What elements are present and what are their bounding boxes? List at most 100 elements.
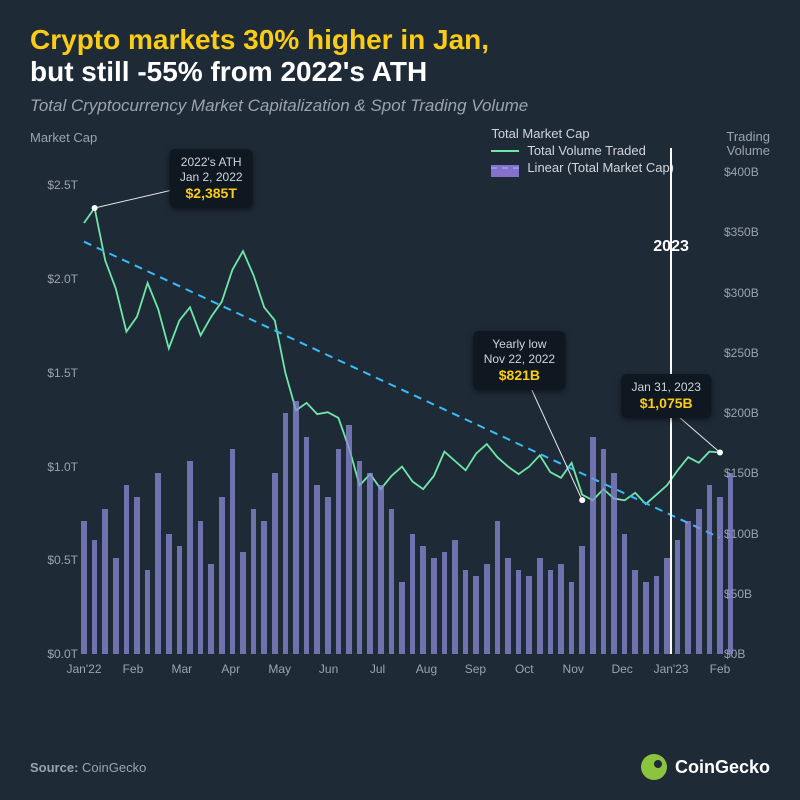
ytick-left: $0.5T <box>30 553 78 567</box>
volume-bar <box>431 558 437 654</box>
volume-bar <box>230 449 236 654</box>
volume-bar <box>219 497 225 654</box>
volume-bar <box>134 497 140 654</box>
volume-bar <box>685 521 691 654</box>
volume-bar <box>632 570 638 654</box>
subtitle: Total Cryptocurrency Market Capitalizati… <box>30 96 770 116</box>
headline-line-1: Crypto markets 30% higher in Jan, <box>30 24 770 56</box>
volume-bar <box>293 401 299 654</box>
footer: Source: CoinGecko CoinGecko <box>30 754 770 780</box>
ytick-left: $2.0T <box>30 272 78 286</box>
volume-bar <box>452 540 458 654</box>
volume-bar <box>558 564 564 654</box>
volume-bar <box>601 449 607 654</box>
volume-bar <box>664 558 670 654</box>
volume-bar <box>346 425 352 654</box>
volume-bar <box>81 521 87 654</box>
volume-bar <box>654 576 660 654</box>
volume-bar <box>399 582 405 654</box>
volume-bar <box>622 534 628 654</box>
volume-bar <box>484 564 490 654</box>
ytick-left: $1.0T <box>30 460 78 474</box>
xtick: May <box>268 662 291 676</box>
brand: CoinGecko <box>641 754 770 780</box>
volume-bar <box>473 576 479 654</box>
ytick-right: $350B <box>724 225 772 239</box>
volume-bar <box>102 509 108 654</box>
volume-bar <box>124 485 130 654</box>
volume-bar <box>357 461 363 654</box>
volume-bar <box>389 509 395 654</box>
volume-bar <box>208 564 214 654</box>
volume-bar <box>378 485 384 654</box>
headline-line-2: but still -55% from 2022's ATH <box>30 56 770 88</box>
volume-bar <box>187 461 193 654</box>
callout: 2022's ATHJan 2, 2022$2,385T <box>170 149 253 209</box>
volume-bar <box>420 546 426 654</box>
ytick-left: $1.5T <box>30 366 78 380</box>
volume-bar <box>314 485 320 654</box>
callout: Jan 31, 2023$1,075B <box>621 374 710 419</box>
xtick: Sep <box>465 662 486 676</box>
xtick: Mar <box>172 662 193 676</box>
legend-market-cap: Total Market Cap <box>491 126 674 141</box>
ytick-left: $0.0T <box>30 647 78 661</box>
volume-bar <box>579 546 585 654</box>
source-attribution: Source: CoinGecko <box>30 760 146 775</box>
volume-bar <box>145 570 151 654</box>
volume-bar <box>240 552 246 654</box>
right-axis-label: TradingVolume <box>726 130 770 159</box>
source-label: Source: <box>30 760 78 775</box>
xtick: Aug <box>416 662 437 676</box>
chart-area: Market Cap TradingVolume Total Market Ca… <box>30 130 770 690</box>
volume-bar <box>537 558 543 654</box>
volume-bar <box>516 570 522 654</box>
volume-bar <box>283 413 289 654</box>
volume-bar <box>251 509 257 654</box>
volume-bar <box>495 521 501 654</box>
volume-bar <box>198 521 204 654</box>
brand-name: CoinGecko <box>675 757 770 778</box>
volume-bar <box>590 437 596 654</box>
ytick-right: $400B <box>724 165 772 179</box>
volume-bar <box>526 576 532 654</box>
volume-bar <box>643 582 649 654</box>
ytick-left: $2.5T <box>30 178 78 192</box>
volume-bar <box>442 552 448 654</box>
volume-bar <box>505 558 511 654</box>
xtick: Nov <box>563 662 584 676</box>
brand-logo-icon <box>641 754 667 780</box>
xtick: Feb <box>710 662 731 676</box>
ytick-right: $250B <box>724 346 772 360</box>
volume-bar <box>410 534 416 654</box>
market-cap-line <box>84 208 720 504</box>
xtick: Feb <box>123 662 144 676</box>
volume-bar <box>166 534 172 654</box>
xtick: Oct <box>515 662 534 676</box>
plot-region: $0.0T$0.5T$1.0T$1.5T$2.0T$2.5T$0B$50B$10… <box>84 148 720 654</box>
volume-bar <box>336 449 342 654</box>
ytick-right: $300B <box>724 286 772 300</box>
source-value: CoinGecko <box>82 760 146 775</box>
volume-bar <box>548 570 554 654</box>
volume-bar <box>675 540 681 654</box>
year-label: 2023 <box>653 238 689 256</box>
volume-bar <box>325 497 331 654</box>
volume-bar <box>611 473 617 654</box>
volume-bar <box>261 521 267 654</box>
left-axis-label: Market Cap <box>30 130 97 145</box>
volume-bar <box>177 546 183 654</box>
volume-bar <box>717 497 723 654</box>
volume-bar <box>92 540 98 654</box>
callout: Yearly lowNov 22, 2022$821B <box>474 331 565 391</box>
volume-bar <box>707 485 713 654</box>
legend-label: Total Market Cap <box>491 126 589 141</box>
volume-bar <box>272 473 278 654</box>
xtick: Jun <box>319 662 338 676</box>
volume-bar <box>113 558 119 654</box>
volume-bar <box>569 582 575 654</box>
xtick: Apr <box>221 662 240 676</box>
xtick: Jan'22 <box>67 662 102 676</box>
xtick: Dec <box>611 662 632 676</box>
volume-bar <box>463 570 469 654</box>
